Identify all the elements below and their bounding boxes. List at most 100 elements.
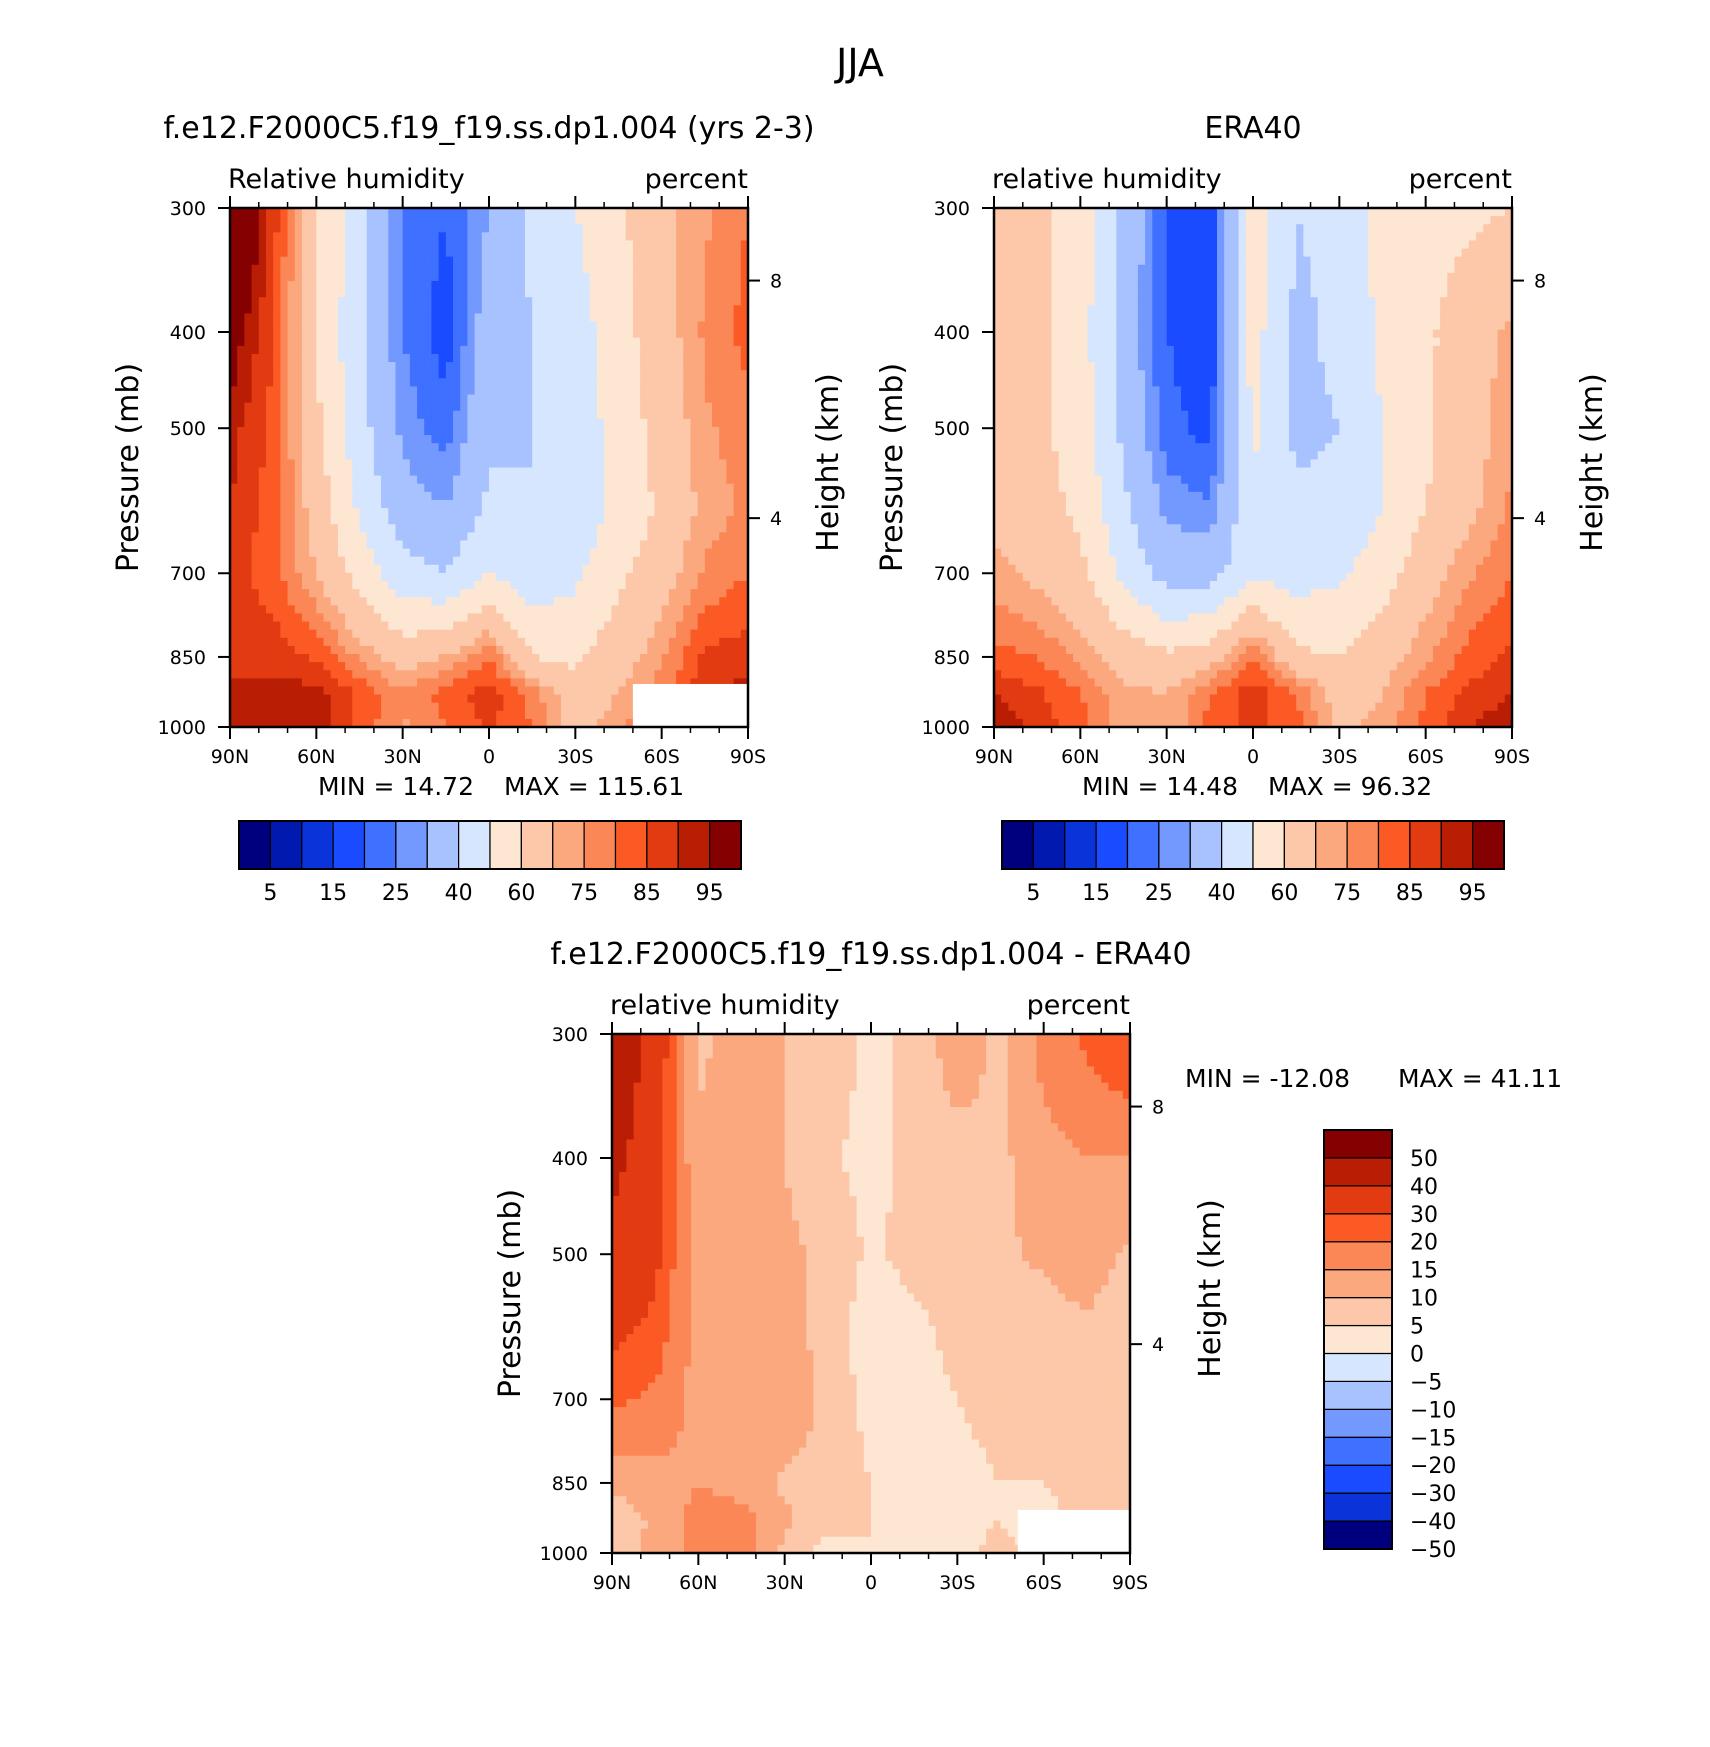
contour-cell: [251, 272, 260, 282]
contour-cell: [489, 370, 497, 379]
contour-cell: [618, 386, 627, 396]
contour-cell: [388, 654, 397, 663]
contour-cell: [337, 564, 346, 574]
contour-cell: [611, 613, 620, 623]
contour-cell: [244, 232, 253, 242]
contour-cell: [265, 540, 274, 550]
contour-cell: [316, 637, 325, 647]
contour-cell: [280, 491, 289, 501]
contour-cell: [625, 516, 634, 525]
contour-cell: [539, 345, 548, 355]
contour-cell: [445, 305, 454, 315]
contour-cell: [740, 248, 749, 258]
contour-cell: [618, 216, 627, 225]
contour-cell: [273, 516, 281, 525]
contour-cell: [668, 289, 677, 298]
contour-cell: [316, 402, 325, 412]
contour-cell: [582, 483, 591, 493]
contour-cell: [366, 394, 375, 404]
contour-cell: [388, 224, 397, 233]
contour-cell: [1130, 208, 1139, 217]
contour-cell: [539, 483, 548, 493]
contour-cell: [438, 378, 447, 388]
contour-cell: [704, 451, 713, 460]
contour-cell: [309, 645, 317, 655]
contour-cell: [431, 435, 440, 444]
contour-cell: [496, 224, 504, 233]
contour-cell: [676, 418, 684, 428]
contour-cell: [359, 378, 368, 388]
contour-cell: [445, 581, 454, 590]
contour-cell: [352, 532, 361, 542]
contour-cell: [690, 516, 699, 525]
contour-cell: [719, 297, 728, 306]
contour-cell: [474, 435, 483, 444]
contour-cell: [575, 264, 584, 274]
contour-cell: [431, 459, 440, 469]
contour-cell: [683, 240, 692, 250]
contour-cell: [481, 621, 490, 631]
contour-cell: [647, 353, 656, 363]
figure-title: JJA: [834, 41, 884, 85]
contour-cell: [481, 451, 490, 460]
contour-cell: [316, 629, 325, 639]
contour-cell: [668, 208, 677, 217]
contour-cell: [359, 637, 368, 647]
contour-cell: [740, 216, 749, 225]
contour-cell: [596, 208, 605, 217]
contour-cell: [373, 564, 382, 574]
contour-cell: [273, 459, 281, 469]
contour-cell: [632, 289, 641, 298]
contour-cell: [510, 556, 519, 566]
contour-cell: [453, 394, 461, 404]
contour-cell: [676, 232, 684, 242]
contour-cell: [740, 256, 749, 266]
contour-cell: [453, 508, 461, 517]
contour-cell: [366, 548, 375, 558]
contour-cell: [244, 475, 253, 485]
contour-cell: [323, 370, 332, 379]
contour-cell: [265, 508, 274, 517]
contour-cell: [316, 418, 325, 428]
contour-cell: [697, 402, 706, 412]
contour-cell: [625, 548, 634, 558]
contour-cell: [337, 491, 346, 501]
contour-cell: [661, 524, 670, 533]
contour-cell: [654, 232, 663, 242]
contour-cell: [481, 329, 490, 339]
contour-cell: [489, 378, 497, 388]
contour-cell: [445, 532, 454, 542]
contour-cell: [719, 629, 728, 639]
contour-cell: [596, 694, 605, 704]
contour-cell: [582, 637, 591, 647]
contour-cell: [647, 451, 656, 460]
contour-cell: [546, 637, 555, 647]
contour-cell: [596, 313, 605, 323]
contour-cell: [273, 605, 281, 615]
contour-cell: [424, 670, 433, 679]
contour-cell: [575, 572, 584, 582]
contour-cell: [604, 475, 612, 485]
contour-cell: [719, 467, 728, 477]
contour-cell: [237, 532, 245, 542]
contour-cell: [417, 499, 425, 509]
contour-cell: [431, 232, 440, 242]
contour-cell: [1159, 216, 1168, 225]
contour-cell: [373, 443, 382, 452]
contour-cell: [697, 208, 706, 217]
contour-cell: [503, 524, 512, 533]
contour-cell: [1296, 224, 1304, 233]
contour-cell: [381, 305, 389, 315]
contour-cell: [244, 483, 253, 493]
contour-cell: [539, 451, 548, 460]
contour-cell: [1188, 216, 1197, 225]
contour-cell: [445, 386, 454, 396]
contour-cell: [438, 321, 447, 331]
contour-cell: [604, 662, 612, 671]
contour-cell: [553, 564, 562, 574]
contour-cell: [309, 297, 317, 306]
contour-cell: [654, 362, 663, 371]
contour-cell: [532, 718, 540, 728]
contour-cell: [258, 443, 267, 452]
contour-cell: [373, 670, 382, 679]
